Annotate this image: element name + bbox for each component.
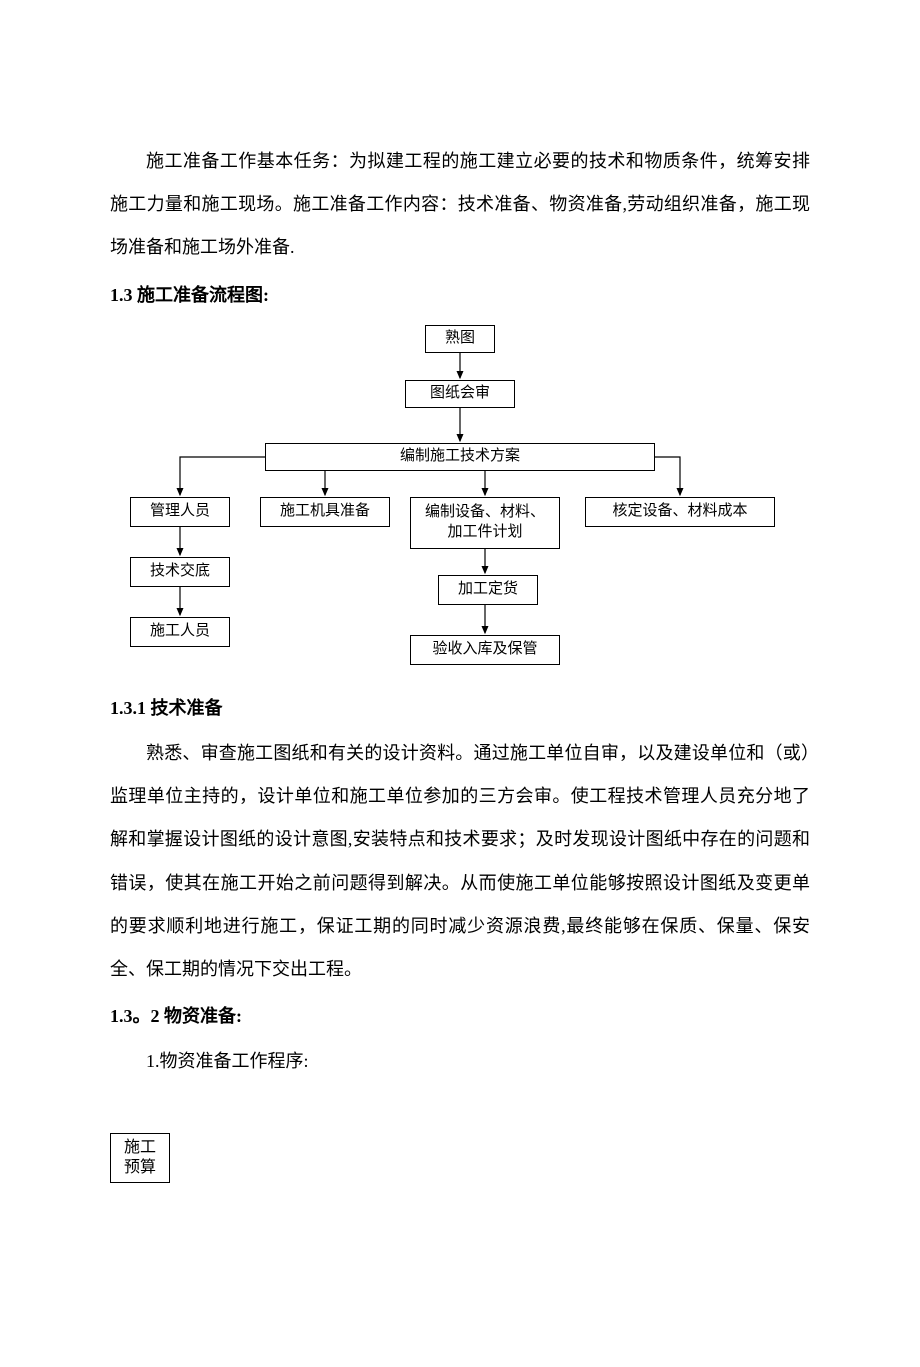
preparation-flowchart: 熟图 图纸会审 编制施工技术方案 管理人员 施工机具准备 编制设备、材料、 加工… (110, 325, 810, 675)
heading-1-3: 1.3 施工准备流程图: (110, 274, 810, 317)
paragraph-1-3-1: 熟悉、审查施工图纸和有关的设计资料。通过施工单位自审，以及建设单位和（或）监理单… (110, 732, 810, 991)
flowchart-node-管理人员: 管理人员 (130, 497, 230, 527)
flowchart-node-熟图: 熟图 (425, 325, 495, 353)
flowchart-node-核定设备材料成本: 核定设备、材料成本 (585, 497, 775, 527)
flowchart-node-编制施工技术方案: 编制施工技术方案 (265, 443, 655, 471)
flowchart-node-加工定货: 加工定货 (438, 575, 538, 605)
flowchart-node-技术交底: 技术交底 (130, 557, 230, 587)
small-flowchart-node-施工预算: 施工 预算 (110, 1133, 170, 1183)
flowchart-node-施工机具准备: 施工机具准备 (260, 497, 390, 527)
heading-1-3-2: 1.3。2 物资准备: (110, 995, 810, 1038)
flowchart-container: 熟图 图纸会审 编制施工技术方案 管理人员 施工机具准备 编制设备、材料、 加工… (110, 325, 810, 675)
heading-1-3-1: 1.3.1 技术准备 (110, 687, 810, 730)
intro-paragraph: 施工准备工作基本任务：为拟建工程的施工建立必要的技术和物质条件，统筹安排施工力量… (110, 140, 810, 270)
flowchart-node-施工人员: 施工人员 (130, 617, 230, 647)
small-flowchart-container: 施工 预算 (110, 1113, 810, 1193)
flowchart-node-验收入库及保管: 验收入库及保管 (410, 635, 560, 665)
flowchart-node-图纸会审: 图纸会审 (405, 380, 515, 408)
item-1-3-2-1: 1.物资准备工作程序: (110, 1040, 810, 1083)
flowchart-node-编制设备材料: 编制设备、材料、 加工件计划 (410, 497, 560, 549)
